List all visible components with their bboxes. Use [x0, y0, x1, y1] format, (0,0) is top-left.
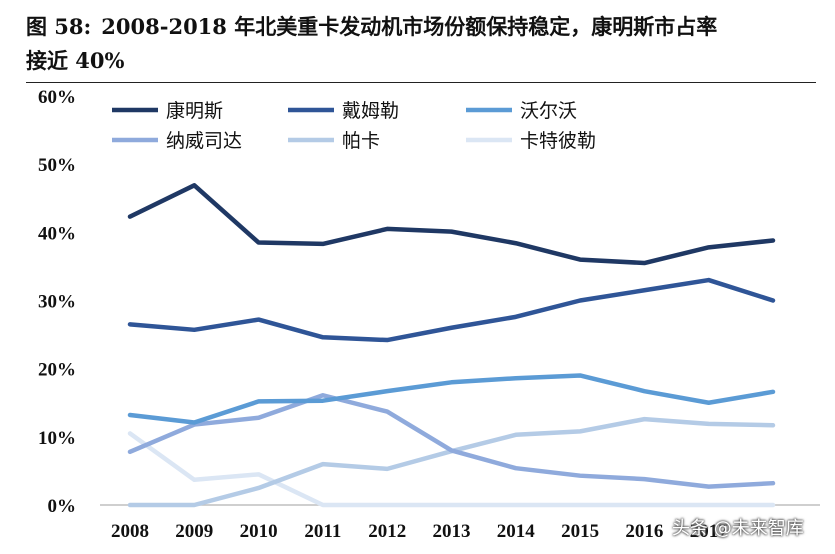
legend-label-5: 卡特彼勒 — [520, 130, 596, 152]
series-line-0 — [127, 183, 776, 266]
legend-label-0: 康明斯 — [166, 100, 223, 122]
y-tick-label-5: 50% — [38, 155, 76, 176]
legend-label-3: 纳威司达 — [166, 130, 242, 152]
figure-label: 图 58: — [26, 14, 92, 39]
x-tick-label-9: 2017 — [690, 521, 729, 542]
legend-label-4: 帕卡 — [342, 130, 380, 152]
y-tick-label-3: 30% — [38, 292, 76, 313]
x-tick-label-0: 2008 — [111, 521, 149, 542]
legend-label-2: 沃尔沃 — [520, 100, 577, 122]
series-line-5 — [127, 431, 776, 508]
series-line-4 — [127, 416, 776, 508]
x-tick-label-2: 2010 — [240, 521, 278, 542]
chart-title: 图 58: 2008-2018 年北美重卡发动机市场份额保持稳定，康明斯市占率 接… — [26, 10, 816, 78]
x-tick-label-3: 2011 — [304, 521, 341, 542]
title-line-2: 接近 40% — [26, 48, 125, 73]
series-line-2 — [127, 373, 776, 425]
legend-label-1: 戴姆勒 — [342, 100, 399, 122]
title-divider — [26, 82, 816, 83]
y-tick-label-6: 60% — [38, 87, 76, 108]
series-line-3 — [127, 393, 776, 489]
series-line-1 — [127, 277, 776, 343]
x-tick-label-1: 2009 — [175, 521, 213, 542]
x-tick-label-5: 2013 — [433, 521, 471, 542]
x-tick-label-6: 2014 — [497, 521, 536, 542]
y-tick-label-4: 40% — [38, 223, 76, 244]
x-tick-label-8: 2016 — [625, 521, 663, 542]
y-tick-label-0: 0% — [48, 496, 77, 517]
x-tick-label-4: 2012 — [368, 521, 406, 542]
x-tick-label-7: 2015 — [561, 521, 599, 542]
y-tick-label-1: 10% — [38, 428, 76, 449]
y-tick-label-2: 20% — [38, 360, 76, 381]
watermark: 头条 @未来智库 — [672, 518, 804, 539]
title-line-1: 2008-2018 年北美重卡发动机市场份额保持稳定，康明斯市占率 — [101, 14, 718, 39]
